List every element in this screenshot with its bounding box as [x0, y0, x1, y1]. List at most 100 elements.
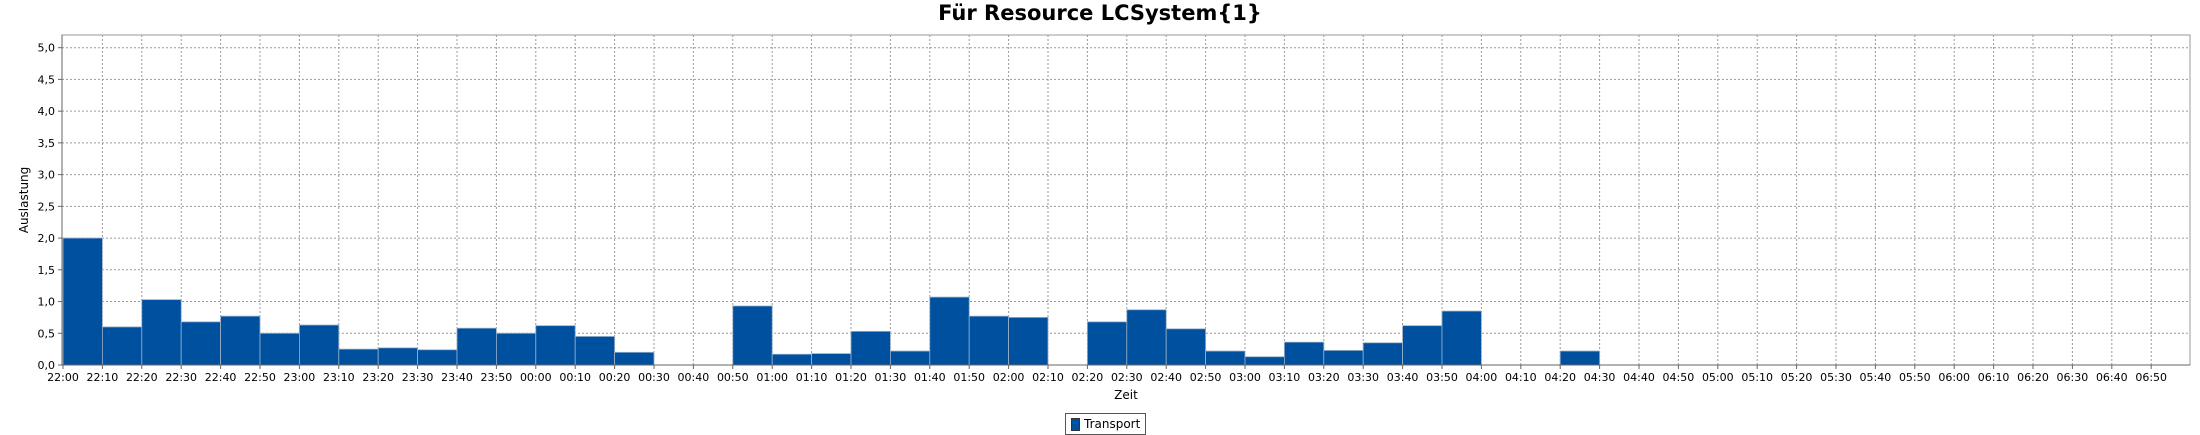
x-tick-label: 00:50 [717, 371, 749, 384]
y-tick-label: 3,5 [38, 137, 56, 150]
x-tick-label: 02:30 [1111, 371, 1143, 384]
bar [220, 315, 261, 366]
x-tick-label: 05:50 [1899, 371, 1931, 384]
bar [1205, 350, 1246, 366]
plot-area [61, 34, 2191, 366]
x-tick-label: 04:20 [1544, 371, 1576, 384]
x-axis-ticks: 22:00 22:10 22:20 22:30 22:40 22:50 23:00 23:10… [47, 365, 2167, 384]
bar [1402, 325, 1443, 366]
y-axis-label: Auslastung [17, 167, 31, 234]
bar [1087, 321, 1128, 366]
y-tick-label: 5,0 [38, 42, 56, 55]
x-tick-label: 01:10 [796, 371, 828, 384]
bar [890, 350, 931, 366]
x-tick-label: 22:50 [244, 371, 276, 384]
x-tick-label: 03:30 [1347, 371, 1379, 384]
x-tick-label: 00:20 [599, 371, 631, 384]
x-tick-label: 05:20 [1781, 371, 1813, 384]
bars [62, 237, 1600, 366]
x-tick-label: 06:00 [1938, 371, 1970, 384]
x-tick-label: 01:40 [914, 371, 946, 384]
x-tick-label: 06:50 [2135, 371, 2167, 384]
x-tick-label: 01:30 [875, 371, 907, 384]
x-tick-label: 22:00 [47, 371, 79, 384]
bar [1441, 310, 1482, 366]
y-tick-label: 1,5 [38, 264, 56, 277]
bar [614, 351, 655, 366]
x-tick-label: 04:40 [1623, 371, 1655, 384]
x-tick-label: 02:00 [993, 371, 1025, 384]
x-tick-label: 05:10 [1741, 371, 1773, 384]
x-tick-label: 03:40 [1387, 371, 1419, 384]
bar [929, 296, 970, 366]
bar [259, 332, 300, 366]
x-tick-label: 22:40 [205, 371, 237, 384]
x-tick-label: 06:40 [2096, 371, 2128, 384]
bar [535, 325, 576, 366]
bar [102, 326, 143, 366]
x-tick-label: 22:10 [87, 371, 119, 384]
bar [62, 237, 103, 366]
x-tick-label: 00:30 [638, 371, 670, 384]
bar [850, 330, 891, 366]
x-tick-label: 03:20 [1308, 371, 1340, 384]
y-tick-label: 4,0 [38, 105, 56, 118]
y-axis-ticks: 0,0 0,5 1,0 1,5 2,0 2,5 3,0 3,5 4,0 4,5 5,0 [38, 42, 62, 372]
x-tick-label: 04:30 [1584, 371, 1616, 384]
bar [1559, 350, 1600, 366]
y-tick-label: 0,0 [38, 359, 56, 372]
x-tick-label: 01:00 [756, 371, 788, 384]
y-tick-label: 1,0 [38, 296, 56, 309]
bar-chart: 0,00,51,01,52,02,53,03,54,04,55,0 22:00 2… [17, 34, 2191, 402]
bar [1244, 356, 1285, 366]
x-tick-label: 00:40 [678, 371, 710, 384]
axes [61, 35, 2190, 366]
x-tick-label: 04:00 [1466, 371, 1498, 384]
bar [1008, 317, 1049, 366]
y-tick-label: 3,0 [38, 169, 56, 182]
bar [1362, 342, 1403, 366]
x-tick-label: 06:20 [2017, 371, 2049, 384]
x-tick-label: 04:10 [1505, 371, 1537, 384]
x-tick-label: 06:10 [1978, 371, 2010, 384]
bar [732, 305, 773, 366]
bar [377, 347, 419, 366]
x-tick-label: 01:50 [953, 371, 985, 384]
x-tick-label: 04:50 [1663, 371, 1695, 384]
x-tick-label: 23:00 [284, 371, 316, 384]
x-tick-label: 03:50 [1426, 371, 1458, 384]
x-tick-label: 00:00 [520, 371, 552, 384]
x-tick-label: 02:50 [1190, 371, 1222, 384]
bar [495, 332, 537, 366]
bar [1165, 328, 1206, 366]
x-tick-label: 03:10 [1269, 371, 1301, 384]
x-tick-label: 02:20 [1072, 371, 1104, 384]
bar [456, 327, 497, 366]
x-axis-label: Zeit [1114, 388, 1138, 402]
x-tick-label: 23:40 [441, 371, 473, 384]
x-tick-label: 05:40 [1860, 371, 1892, 384]
x-tick-label: 23:50 [481, 371, 513, 384]
x-tick-label: 23:20 [362, 371, 394, 384]
x-tick-label: 02:40 [1150, 371, 1182, 384]
legend-label: Transport [1084, 417, 1141, 431]
y-tick-label: 2,5 [38, 200, 56, 213]
x-tick-label: 05:00 [1702, 371, 1734, 384]
grid-lines [62, 35, 2190, 365]
x-tick-label: 00:10 [559, 371, 591, 384]
x-tick-label: 22:30 [165, 371, 197, 384]
x-tick-label: 06:30 [2057, 371, 2089, 384]
x-tick-label: 23:30 [402, 371, 434, 384]
bar [141, 299, 182, 366]
bar [298, 324, 340, 366]
x-tick-label: 22:20 [126, 371, 158, 384]
y-tick-label: 0,5 [38, 327, 56, 340]
y-tick-label: 4,5 [38, 73, 56, 86]
legend-swatch [1071, 417, 1080, 431]
bar [1323, 350, 1364, 366]
bar [1284, 341, 1325, 366]
bar [968, 315, 1010, 366]
bar [180, 321, 221, 366]
x-tick-label: 23:10 [323, 371, 355, 384]
bar [417, 349, 458, 366]
